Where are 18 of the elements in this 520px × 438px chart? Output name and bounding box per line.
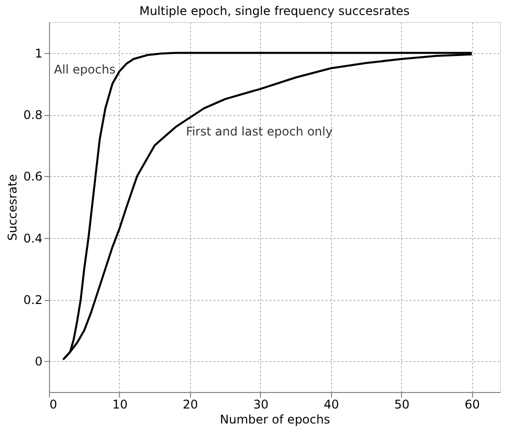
y-tick-label: 0.4 [23,231,42,246]
x-tick-label: 30 [253,398,269,412]
y-tick-label: 0.6 [23,170,42,184]
x-axis-title: Number of epochs [220,412,330,426]
x-tick-label: 60 [464,398,480,412]
series-label: First and last epoch only [186,124,333,139]
x-tick-label: 50 [394,398,410,412]
y-tick-label: 0.8 [23,108,42,122]
x-tick-label: 0 [50,398,58,412]
series-label: All epochs [54,62,116,76]
y-axis-title: Succesrate [5,174,20,241]
chart-title: Multiple epoch, single frequency succesrates [139,4,410,18]
y-tick-label: 1 [34,46,42,60]
y-tick-label: 0.2 [23,293,42,307]
y-tick-label: 0 [34,354,42,369]
x-tick-label: 40 [324,398,340,412]
x-tick-label: 20 [182,398,198,412]
x-tick-label: 10 [112,398,128,412]
